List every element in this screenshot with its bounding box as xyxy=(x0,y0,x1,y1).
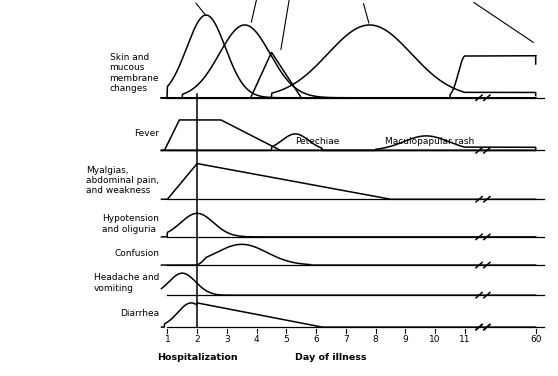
Text: Fever: Fever xyxy=(134,129,159,138)
Text: Headache and
vomiting: Headache and vomiting xyxy=(94,273,159,293)
Text: Confusion: Confusion xyxy=(114,249,159,258)
Text: 4: 4 xyxy=(254,335,259,344)
Text: Mouth
ulcers: Mouth ulcers xyxy=(277,0,307,50)
Text: Myalgias,
abdominal pain,
and weakness: Myalgias, abdominal pain, and weakness xyxy=(86,165,159,196)
Text: Erythroderma: Erythroderma xyxy=(156,0,221,15)
Text: 11: 11 xyxy=(459,335,470,344)
Text: 9: 9 xyxy=(402,335,408,344)
Text: Hypotension
and oliguria: Hypotension and oliguria xyxy=(102,214,159,234)
Text: 1: 1 xyxy=(165,335,170,344)
Text: Hospitalization: Hospitalization xyxy=(157,353,238,362)
Text: Petechiae: Petechiae xyxy=(295,138,340,146)
Text: Diarrhea: Diarrhea xyxy=(120,309,159,318)
Text: 60: 60 xyxy=(530,335,541,344)
Text: Erythematous mucous
membranes: Erythematous mucous membranes xyxy=(209,0,316,22)
Text: Day of illness: Day of illness xyxy=(295,353,367,362)
Text: Desquamation: Desquamation xyxy=(326,0,396,23)
Text: 2: 2 xyxy=(194,335,200,344)
Text: 5: 5 xyxy=(283,335,289,344)
Text: 7: 7 xyxy=(343,335,349,344)
Text: 10: 10 xyxy=(429,335,441,344)
Text: Skin and
mucous
membrane
changes: Skin and mucous membrane changes xyxy=(109,53,159,93)
Text: 8: 8 xyxy=(373,335,378,344)
Text: Maculopapular rash: Maculopapular rash xyxy=(384,138,474,146)
Text: 3: 3 xyxy=(224,335,230,344)
Text: 6: 6 xyxy=(313,335,319,344)
Text: Hair and
nail loss: Hair and nail loss xyxy=(433,0,533,42)
